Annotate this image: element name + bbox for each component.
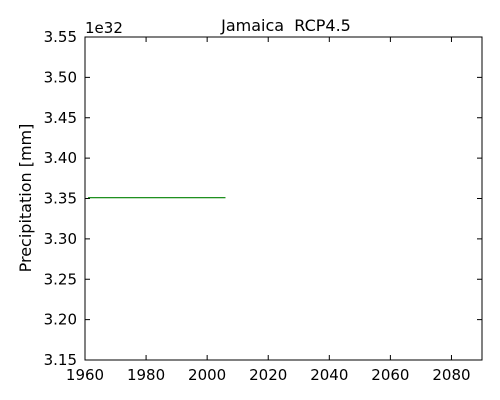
x-tick-label: 1980 — [127, 366, 165, 384]
y-tick-label: 3.35 — [44, 190, 77, 208]
y-axis-label: Precipitation [mm] — [16, 124, 35, 273]
x-tick-label: 2000 — [188, 366, 226, 384]
y-tick-label: 3.50 — [44, 68, 77, 86]
x-tick-label: 1960 — [66, 366, 104, 384]
x-axis: 1960 1980 2000 2020 2040 2060 2080 — [66, 37, 471, 384]
x-tick-label: 2080 — [432, 366, 470, 384]
x-tick-label: 2060 — [371, 366, 409, 384]
y-tick-label: 3.55 — [44, 28, 77, 46]
y-tick-label: 3.45 — [44, 109, 77, 127]
y-tick-label: 3.20 — [44, 311, 77, 329]
plot-frame — [84, 36, 483, 361]
y-tick-label: 3.30 — [44, 230, 77, 248]
x-tick-label: 2040 — [310, 366, 348, 384]
y-axis-offset-label: 1e32 — [85, 19, 123, 37]
y-axis: 3.15 3.20 3.25 3.30 3.35 3.40 3.45 3.50 3.55 — [44, 28, 482, 369]
y-tick-label: 3.15 — [44, 351, 77, 369]
chart-title: Jamaica RCP4.5 — [220, 16, 351, 35]
x-tick-label: 2020 — [249, 366, 287, 384]
y-tick-label: 3.40 — [44, 149, 77, 167]
y-tick-label: 3.25 — [44, 270, 77, 288]
